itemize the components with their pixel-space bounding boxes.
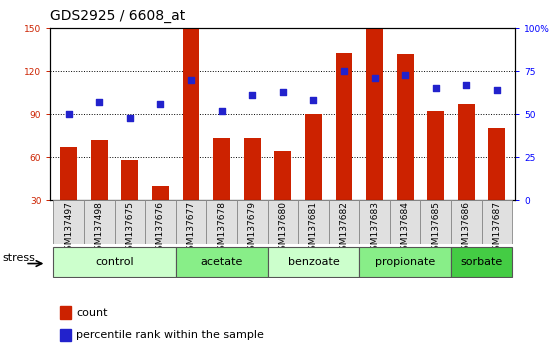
Text: GSM137677: GSM137677 [186,201,195,256]
Point [462,82,471,88]
FancyBboxPatch shape [451,200,482,244]
Text: GSM137675: GSM137675 [125,201,134,256]
Text: percentile rank within the sample: percentile rank within the sample [76,330,264,340]
FancyBboxPatch shape [329,200,360,244]
Bar [60,307,71,319]
FancyBboxPatch shape [360,200,390,244]
Text: GSM137680: GSM137680 [278,201,287,256]
Bar [91,140,108,200]
Point [156,101,165,107]
Text: GSM137681: GSM137681 [309,201,318,256]
Text: stress: stress [2,253,35,263]
Text: GSM137687: GSM137687 [492,201,501,256]
FancyBboxPatch shape [482,200,512,244]
Bar [458,104,475,200]
FancyBboxPatch shape [237,200,268,244]
Bar [488,129,505,200]
Bar [274,152,291,200]
FancyBboxPatch shape [176,247,268,277]
Text: GSM137679: GSM137679 [248,201,256,256]
Text: count: count [76,308,108,318]
Point [64,111,73,117]
FancyBboxPatch shape [176,200,206,244]
Point [125,115,134,120]
Bar [244,138,260,200]
FancyBboxPatch shape [115,200,145,244]
Point [400,72,409,78]
Text: GDS2925 / 6608_at: GDS2925 / 6608_at [50,9,186,23]
FancyBboxPatch shape [53,200,84,244]
Text: GSM137685: GSM137685 [431,201,440,256]
Bar [396,54,413,200]
Text: GSM137676: GSM137676 [156,201,165,256]
Point [309,98,318,103]
Text: benzoate: benzoate [287,257,339,267]
Point [186,77,195,83]
FancyBboxPatch shape [206,200,237,244]
Point [492,87,501,93]
Text: propionate: propionate [375,257,435,267]
Text: GSM137682: GSM137682 [339,201,348,256]
Text: GSM137684: GSM137684 [400,201,409,256]
Point [370,75,379,81]
Text: GSM137497: GSM137497 [64,201,73,256]
Text: GSM137498: GSM137498 [95,201,104,256]
FancyBboxPatch shape [360,247,451,277]
Bar [305,114,322,200]
Text: sorbate: sorbate [460,257,503,267]
FancyBboxPatch shape [268,247,360,277]
FancyBboxPatch shape [390,200,421,244]
FancyBboxPatch shape [53,247,176,277]
FancyBboxPatch shape [298,200,329,244]
Bar [335,53,352,200]
Point [248,92,256,98]
FancyBboxPatch shape [421,200,451,244]
FancyBboxPatch shape [84,200,115,244]
Text: GSM137683: GSM137683 [370,201,379,256]
Point [217,108,226,114]
Text: GSM137678: GSM137678 [217,201,226,256]
Bar [183,28,199,200]
Bar [60,329,71,341]
FancyBboxPatch shape [451,247,512,277]
Bar [152,186,169,200]
FancyBboxPatch shape [145,200,176,244]
Text: GSM137686: GSM137686 [462,201,471,256]
Point [339,68,348,74]
Point [431,86,440,91]
Bar [213,138,230,200]
Point [95,99,104,105]
FancyBboxPatch shape [268,200,298,244]
Text: acetate: acetate [200,257,243,267]
Bar [122,160,138,200]
Point [278,89,287,95]
Text: control: control [95,257,134,267]
Bar [427,111,444,200]
Bar [60,147,77,200]
Bar [366,28,383,200]
